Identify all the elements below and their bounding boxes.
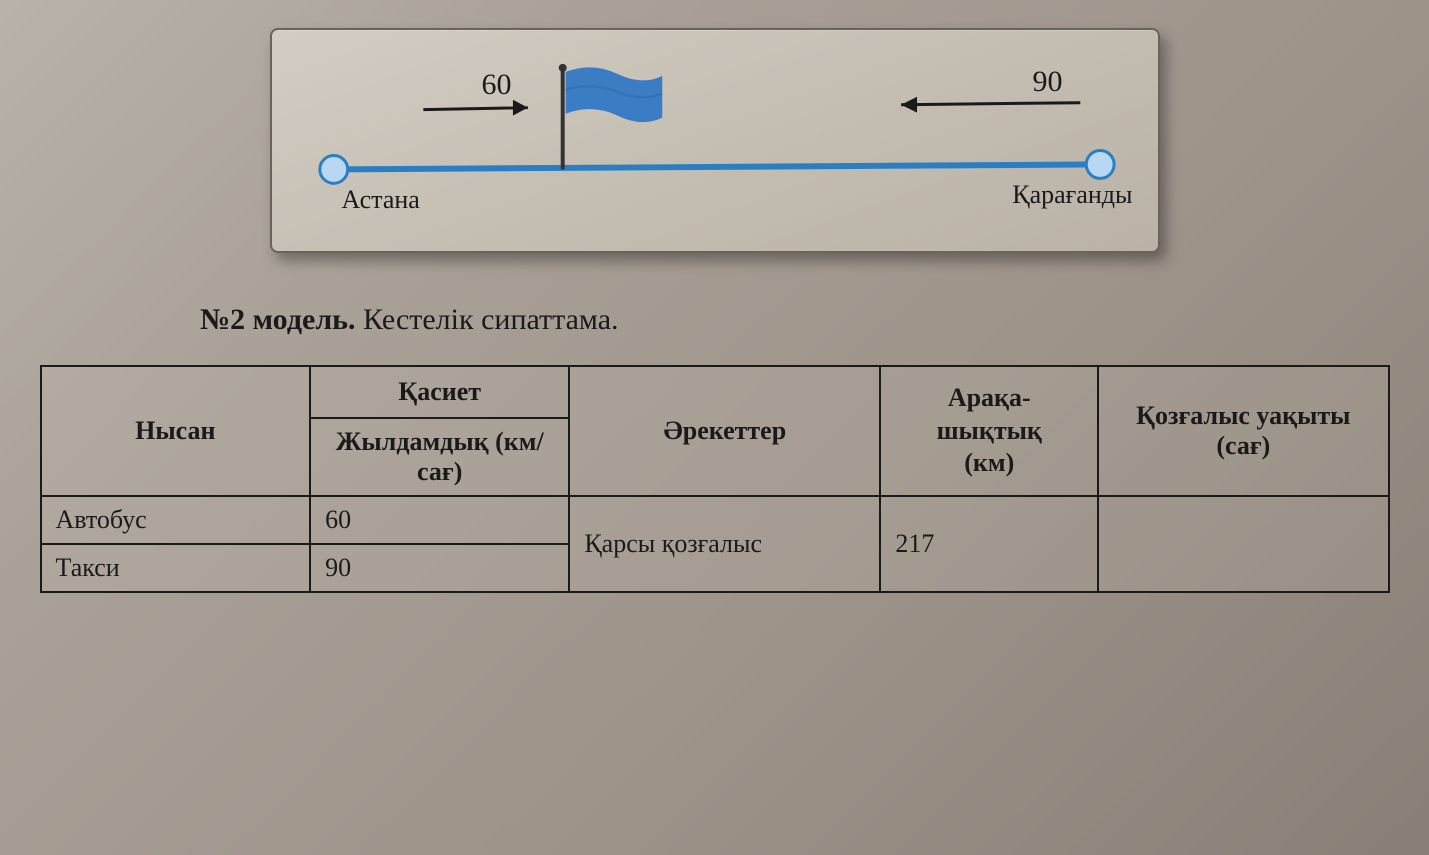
arrow-left-line [423,108,528,110]
cell-time [1098,496,1388,592]
route-line [333,164,1099,169]
hdr-time: Қозғалыс уақыты (сағ) [1098,366,1388,496]
label-city-left: Астана [342,185,420,215]
hdr-distance-3: (км) [964,448,1014,477]
hdr-distance-1: Арақа- [948,383,1031,412]
title-rest: Кестелік сипаттама. [356,303,619,336]
table-row: Автобус 60 Қарсы қозғалыс 217 [41,496,1389,544]
label-speed-right: 90 [1033,65,1063,99]
model-title: №2 модель. Кестелік сипаттама. [200,303,1429,337]
page-root: 60 90 Астана Қарағанды №2 модель. Кестел… [0,0,1429,855]
point-left [319,155,347,183]
hdr-distance-2: шықтық [937,416,1042,445]
diagram-box: 60 90 Астана Қарағанды [270,28,1160,253]
arrow-right-head [901,97,917,113]
hdr-object: Нысан [41,366,311,496]
label-speed-left: 60 [482,68,512,102]
arrow-left-head [512,100,527,116]
flag-pole-top [558,64,566,72]
cell-object-0: Автобус [41,496,311,544]
hdr-property: Қасиет [310,366,569,418]
cell-speed-0: 60 [310,496,569,544]
cell-object-1: Такси [41,544,311,592]
hdr-actions: Әрекеттер [569,366,880,496]
cell-distance: 217 [880,496,1098,592]
label-city-right: Қарағанды [1012,180,1132,210]
cell-speed-1: 90 [310,544,569,592]
point-right [1086,150,1114,178]
flag-icon [565,67,662,122]
title-bold: №2 модель. [200,303,356,336]
hdr-distance: Арақа- шықтық (км) [880,366,1098,496]
cell-action: Қарсы қозғалыс [569,496,880,592]
data-table: Нысан Қасиет Әрекеттер Арақа- шықтық (км… [40,365,1390,593]
arrow-right-line [901,103,1080,105]
hdr-speed: Жылдамдық (км/сағ) [310,418,569,496]
